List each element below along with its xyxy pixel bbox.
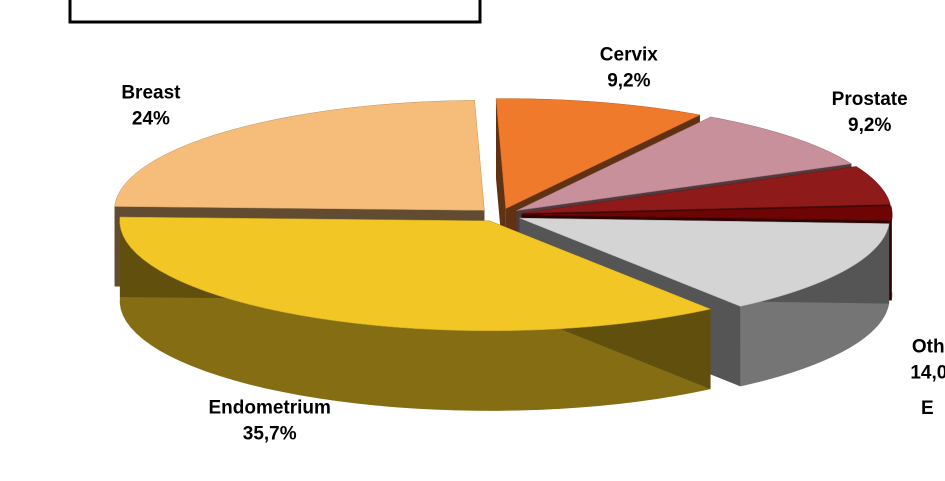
slice [516, 116, 853, 211]
slice [114, 100, 485, 211]
slice [495, 98, 701, 210]
value-label: 35,7% [243, 424, 297, 445]
slice-label: Endometrium [208, 398, 330, 419]
slice-side [740, 223, 890, 387]
slice-label: Breast [121, 82, 181, 103]
slice [119, 216, 712, 332]
slice [522, 205, 893, 221]
slice-side [119, 217, 711, 411]
slice-label: Prostate [832, 89, 908, 110]
slice [519, 217, 890, 307]
labels: Breast24%Cervix9,2%Prostate9,2%Skin5,7%E… [121, 45, 945, 445]
slice-label: Cervix [600, 45, 659, 66]
value-label: 9,2% [607, 71, 650, 92]
value-label: 24% [132, 108, 170, 129]
slice [521, 166, 891, 214]
legend-box [68, 0, 482, 24]
value-label: 14,0% [910, 362, 945, 383]
slice-label: Other [912, 336, 945, 357]
value-label: 9,2% [848, 115, 891, 136]
annotation: E [921, 398, 934, 419]
tops [114, 98, 893, 332]
